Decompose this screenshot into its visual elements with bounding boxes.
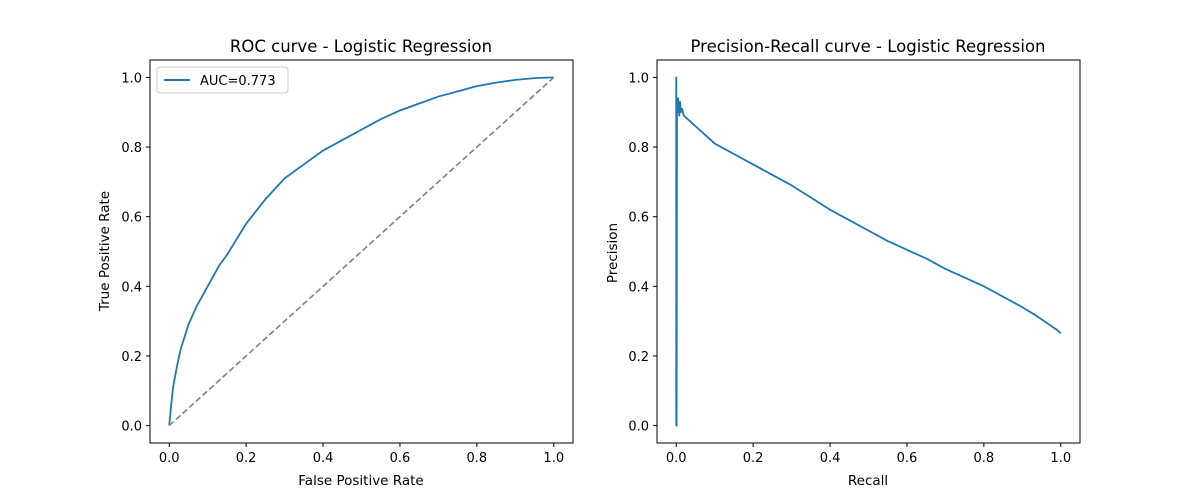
pr-x-tick-label: 0.2 bbox=[743, 451, 764, 466]
pr-x-tick-label: 0.8 bbox=[974, 451, 995, 466]
roc-x-axis-label: False Positive Rate bbox=[298, 473, 423, 489]
pr-ticks: 0.0 0.2 0.4 0.6 0.8 1.0 0.0 0.2 0.4 0.6 0.8 1.0 bbox=[628, 71, 1071, 466]
roc-y-tick-label: 0.6 bbox=[121, 211, 142, 226]
roc-ticks: 0.0 0.2 0.4 0.6 0.8 1.0 0.0 0.2 0.4 0.6 0.8 1.0 bbox=[121, 71, 564, 466]
roc-x-tick-label: 0.6 bbox=[390, 451, 411, 466]
roc-legend: AUC=0.773 bbox=[156, 66, 289, 94]
roc-panel: ROC curve - Logistic Regression 0.0 0.2 0.… bbox=[97, 37, 574, 489]
roc-y-tick-label: 1.0 bbox=[121, 71, 142, 86]
roc-legend-label: AUC=0.773 bbox=[200, 74, 276, 89]
pr-x-tick-label: 1.0 bbox=[1050, 451, 1071, 466]
roc-y-tick-label: 0.8 bbox=[121, 141, 142, 156]
roc-x-tick-label: 1.0 bbox=[543, 451, 564, 466]
roc-y-axis-label: True Positive Rate bbox=[97, 191, 113, 312]
pr-x-tick-label: 0.0 bbox=[666, 451, 687, 466]
roc-x-tick-label: 0.0 bbox=[159, 451, 180, 466]
pr-title: Precision-Recall curve - Logistic Regres… bbox=[691, 37, 1046, 56]
pr-axes-frame bbox=[656, 59, 1081, 444]
roc-x-tick-label: 0.2 bbox=[236, 451, 257, 466]
pr-y-tick-label: 0.2 bbox=[628, 350, 649, 365]
pr-x-axis-label: Recall bbox=[848, 473, 888, 489]
pr-y-tick-label: 0.6 bbox=[628, 211, 649, 226]
roc-y-tick-label: 0.2 bbox=[121, 350, 142, 365]
roc-axes-frame bbox=[149, 59, 574, 444]
pr-y-tick-label: 0.0 bbox=[628, 420, 649, 435]
roc-title: ROC curve - Logistic Regression bbox=[230, 37, 492, 56]
pr-y-axis-label: Precision bbox=[605, 223, 621, 283]
roc-y-tick-label: 0.0 bbox=[121, 420, 142, 435]
pr-y-tick-label: 0.4 bbox=[628, 280, 649, 295]
pr-x-tick-label: 0.4 bbox=[820, 451, 841, 466]
roc-x-tick-label: 0.8 bbox=[467, 451, 488, 466]
roc-x-tick-label: 0.4 bbox=[313, 451, 334, 466]
roc-baseline-line bbox=[168, 76, 555, 427]
pr-panel: Precision-Recall curve - Logistic Regres… bbox=[605, 37, 1081, 489]
roc-curve-line bbox=[168, 76, 554, 426]
pr-y-tick-label: 1.0 bbox=[628, 71, 649, 86]
pr-curve-line bbox=[675, 76, 1062, 427]
pr-y-tick-label: 0.8 bbox=[628, 141, 649, 156]
roc-y-tick-label: 0.4 bbox=[121, 280, 142, 295]
pr-plot-area bbox=[675, 76, 1062, 427]
roc-plot-area bbox=[168, 76, 555, 427]
roc-legend-box bbox=[156, 66, 289, 94]
pr-x-tick-label: 0.6 bbox=[897, 451, 918, 466]
